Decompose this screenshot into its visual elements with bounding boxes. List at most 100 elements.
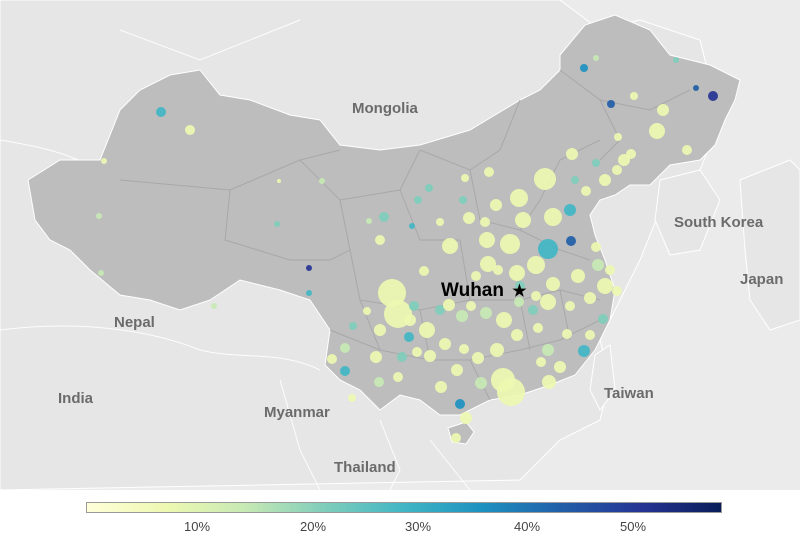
- case-marker: [409, 301, 419, 311]
- case-marker: [554, 361, 566, 373]
- case-marker: [156, 107, 166, 117]
- case-marker: [496, 312, 512, 328]
- case-marker: [185, 125, 195, 135]
- case-marker: [592, 259, 604, 271]
- label-japan: Japan: [740, 271, 784, 288]
- case-marker: [274, 221, 280, 227]
- case-marker: [500, 234, 520, 254]
- case-marker: [419, 322, 435, 338]
- case-marker: [397, 352, 407, 362]
- case-marker: [480, 307, 492, 319]
- wuhan-text: Wuhan: [441, 280, 504, 301]
- case-marker: [412, 347, 422, 357]
- legend-tick: 40%: [513, 519, 541, 534]
- case-marker: [419, 266, 429, 276]
- case-marker: [511, 329, 523, 341]
- case-marker: [374, 377, 384, 387]
- case-marker: [393, 372, 403, 382]
- label-taiwan: Taiwan: [604, 385, 654, 402]
- case-marker: [538, 239, 558, 259]
- case-marker: [409, 223, 415, 229]
- case-marker: [442, 238, 458, 254]
- case-marker: [693, 85, 699, 91]
- case-marker: [581, 186, 591, 196]
- case-marker: [378, 279, 406, 307]
- star-icon: ★: [512, 283, 527, 300]
- case-marker: [375, 235, 385, 245]
- case-marker: [459, 344, 469, 354]
- label-nepal: Nepal: [114, 314, 155, 331]
- case-marker: [480, 217, 490, 227]
- case-marker: [101, 158, 107, 164]
- case-marker: [546, 277, 560, 291]
- case-marker: [515, 281, 525, 291]
- label-myanmar: Myanmar: [264, 404, 330, 421]
- case-marker: [657, 104, 669, 116]
- case-marker: [414, 196, 422, 204]
- case-marker: [536, 357, 546, 367]
- case-marker: [614, 133, 622, 141]
- label-thailand: Thailand: [334, 459, 396, 476]
- case-marker: [540, 294, 556, 310]
- case-marker: [306, 290, 312, 296]
- case-marker: [475, 377, 487, 389]
- case-marker: [363, 307, 371, 315]
- label-india: India: [58, 390, 94, 407]
- case-marker: [515, 212, 531, 228]
- case-marker: [597, 278, 613, 294]
- case-marker: [528, 305, 538, 315]
- case-marker: [605, 265, 615, 275]
- case-marker: [562, 329, 572, 339]
- case-marker: [451, 364, 463, 376]
- case-marker: [459, 196, 467, 204]
- case-marker: [424, 350, 436, 362]
- case-marker: [480, 256, 496, 272]
- case-marker: [571, 176, 579, 184]
- case-marker: [340, 343, 350, 353]
- case-marker: [571, 269, 585, 283]
- case-marker: [565, 301, 575, 311]
- case-marker: [673, 57, 679, 63]
- case-marker: [211, 303, 217, 309]
- case-marker: [479, 232, 495, 248]
- case-marker: [566, 236, 576, 246]
- case-marker: [306, 265, 312, 271]
- case-marker: [612, 165, 622, 175]
- case-marker: [471, 271, 481, 281]
- case-marker: [370, 351, 382, 363]
- map-area: Mongolia South Korea Japan Nepal India M…: [0, 0, 800, 490]
- case-marker: [626, 149, 636, 159]
- case-marker: [544, 208, 562, 226]
- case-marker: [348, 394, 356, 402]
- case-marker: [327, 354, 337, 364]
- case-marker: [612, 286, 622, 296]
- case-marker: [466, 301, 476, 311]
- case-marker: [599, 174, 611, 186]
- legend-tick: 10%: [183, 519, 211, 534]
- legend-color-bar: [86, 502, 722, 513]
- legend-tick: 50%: [619, 519, 647, 534]
- case-marker: [514, 297, 524, 307]
- case-marker: [578, 345, 590, 357]
- case-marker: [592, 159, 600, 167]
- case-marker: [404, 314, 416, 326]
- case-marker: [460, 412, 472, 424]
- case-marker: [435, 381, 447, 393]
- case-marker: [472, 352, 484, 364]
- case-marker: [319, 178, 325, 184]
- case-marker: [404, 332, 414, 342]
- case-marker: [607, 100, 615, 108]
- case-marker: [542, 375, 556, 389]
- case-marker: [455, 399, 465, 409]
- case-marker: [591, 242, 601, 252]
- legend-tick: 30%: [404, 519, 432, 534]
- case-marker: [490, 199, 502, 211]
- case-marker: [509, 265, 525, 281]
- case-marker: [451, 433, 461, 443]
- case-marker: [527, 256, 545, 274]
- label-mongolia: Mongolia: [352, 100, 418, 117]
- legend-tick: 20%: [299, 519, 327, 534]
- case-marker: [585, 330, 595, 340]
- case-marker: [497, 378, 525, 406]
- case-marker: [439, 338, 451, 350]
